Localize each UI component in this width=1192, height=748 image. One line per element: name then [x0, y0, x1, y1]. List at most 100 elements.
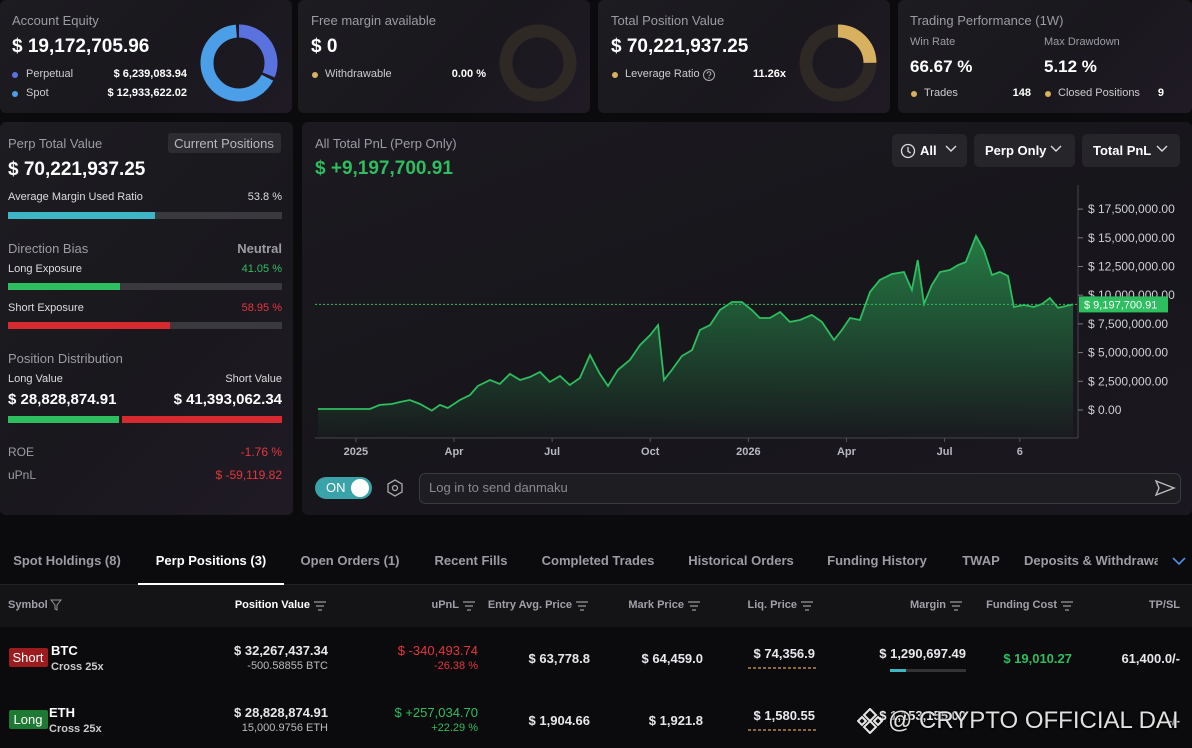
y-tick-label: $ 15,000,000.00: [1088, 231, 1175, 245]
tab[interactable]: Open Orders (1): [300, 553, 400, 568]
side-badge: [9, 710, 48, 729]
dropdown[interactable]: [974, 134, 1075, 167]
toggle-knob[interactable]: [351, 479, 369, 497]
cell-mark: $ 64,459.0: [641, 651, 703, 666]
stat-label: Max Drawdown: [1044, 36, 1120, 48]
filter-icon-shape: [50, 599, 62, 611]
button[interactable]: [168, 133, 281, 153]
x-tick-label: Apr: [445, 446, 465, 458]
x-tick-label: Apr: [837, 446, 857, 458]
column-header: Position Value: [234, 599, 310, 611]
section-title: Position Distribution: [8, 351, 123, 366]
y-tick-label: $ 2,500,000.00: [1088, 374, 1168, 388]
cell-position-value: $ 32,267,437.34: [234, 643, 328, 658]
progress-track: [8, 212, 282, 219]
cell-liq: $ 1,580.55: [753, 708, 815, 723]
stat-value: -1.76 %: [240, 445, 282, 459]
sort-icon-lines: [1061, 601, 1073, 611]
dropdown-label[interactable]: Perp Only: [985, 143, 1047, 158]
tab[interactable]: Perp Positions (3): [155, 553, 267, 568]
symbol: ETH: [49, 705, 75, 720]
tab[interactable]: Funding History: [827, 553, 927, 568]
dropdown-label[interactable]: Total PnL: [1093, 143, 1152, 158]
y-tick-label: $ 5,000,000.00: [1088, 346, 1168, 360]
tab[interactable]: Spot Holdings (8): [13, 553, 121, 568]
donut-arc: [200, 24, 278, 102]
x-tick-label: 6: [1017, 446, 1023, 458]
card-title: Free margin available: [311, 13, 437, 28]
cell-entry: $ 1,904.66: [528, 713, 590, 728]
toggle-label[interactable]: ON: [326, 480, 346, 495]
filter-icon: [50, 599, 62, 611]
cell-margin: $ 1,290,697.49: [879, 646, 966, 661]
settings-icon[interactable]: [387, 479, 403, 497]
chevron-icons: [945, 145, 1168, 152]
card-value: $ 70,221,937.25: [611, 36, 749, 57]
column-header: TP/SL: [1148, 599, 1180, 611]
cell-liq: $ 74,356.9: [753, 646, 815, 661]
y-tick-label: $ 17,500,000.00: [1088, 202, 1175, 216]
sort-icon-lines: [950, 601, 962, 611]
card-title: Account Equity: [12, 13, 99, 28]
sort-icon: [314, 601, 326, 611]
cell-entry: $ 63,778.8: [528, 651, 590, 666]
dropdown[interactable]: [892, 134, 967, 167]
panel-value: $ 70,221,937.25: [8, 159, 146, 180]
column-header: uPnL: [431, 599, 460, 611]
legend-dot: [1045, 91, 1051, 97]
sort-icon: [688, 601, 700, 611]
panel: [0, 122, 293, 515]
liq-indicator: [748, 667, 816, 669]
tab[interactable]: Deposits & Withdrawals: [1024, 553, 1172, 568]
tab[interactable]: Completed Trades: [541, 553, 655, 568]
sort-icon: [463, 601, 475, 611]
button-label[interactable]: Current Positions: [174, 136, 274, 151]
stat-label: Average Margin Used Ratio: [8, 191, 143, 203]
margin-mode: Cross 25x: [51, 661, 104, 673]
stat-value: 58.95 %: [241, 302, 282, 314]
column-header: Liq. Price: [747, 599, 797, 611]
tab[interactable]: Historical Orders: [688, 553, 794, 568]
tab[interactable]: TWAP: [962, 553, 1000, 568]
sort-icon-lines: [463, 601, 475, 611]
cell-upnl: $ +257,034.70: [394, 705, 479, 720]
danmaku-input[interactable]: [419, 473, 1181, 504]
stat-label: Short Exposure: [8, 302, 84, 314]
side-label: Short: [12, 650, 44, 665]
y-tick-label: $ 7,500,000.00: [1088, 317, 1168, 331]
stat-label: ROE: [8, 445, 35, 459]
sort-icon: [576, 601, 588, 611]
donut-arc: [200, 24, 278, 102]
bias-value: Neutral: [237, 241, 282, 256]
column-header: Margin: [909, 599, 946, 611]
column-header: Mark Price: [628, 599, 684, 611]
clock-icon: [900, 143, 916, 159]
progress-fill: [8, 322, 170, 329]
dropdown[interactable]: [1082, 134, 1180, 167]
x-tick-label: 2025: [344, 446, 368, 458]
sort-icon: [1061, 601, 1073, 611]
dropdown-label[interactable]: All: [920, 143, 937, 158]
legend-dot: [12, 91, 18, 97]
watermark: @ CRYPTO OFFICIAL DAI: [888, 707, 1179, 734]
cell-margin: $ 1,153,155.00: [879, 708, 966, 723]
legend-label: Withdrawable: [325, 68, 392, 80]
help-icon[interactable]: [702, 68, 716, 82]
cell-funding: $ 19,010.27: [1003, 651, 1072, 666]
column-header: Funding Cost: [986, 599, 1057, 611]
legend-value: $ 12,933,622.02: [107, 87, 187, 99]
tab[interactable]: Recent Fills: [434, 553, 508, 568]
send-icon[interactable]: [1154, 479, 1176, 497]
tabs-more-icon[interactable]: [1171, 556, 1187, 566]
legend-value: 11.26x: [752, 68, 786, 80]
pnl-line: [317, 233, 1074, 412]
tab-underline: [138, 583, 284, 585]
donut-ring: [499, 24, 577, 102]
donut-arc: [799, 24, 877, 102]
section-title: Direction Bias: [8, 241, 89, 256]
legend-label: Perpetual: [26, 68, 74, 80]
current-value-tag: [1079, 296, 1168, 313]
x-tick-label: Oct: [641, 446, 660, 458]
stat-value: 53.8 %: [247, 191, 282, 203]
